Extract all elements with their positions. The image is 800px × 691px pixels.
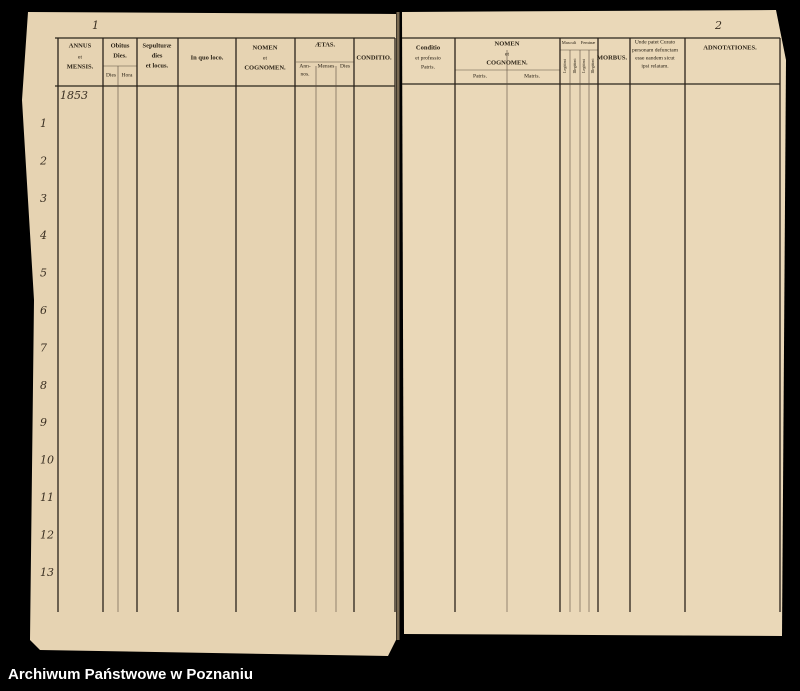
right-paper: [402, 10, 786, 636]
row-number: 5: [40, 267, 47, 280]
row-number: 3: [40, 192, 47, 205]
header: ADNOTATIONES.: [703, 44, 757, 51]
row-number: 12: [40, 528, 54, 541]
header: CONDITIO.: [356, 54, 392, 61]
row-number: 4: [39, 229, 47, 242]
header: Masculi: [562, 40, 577, 45]
header: Illegitimi: [590, 58, 595, 74]
header: MORBUS.: [597, 54, 628, 61]
row-number: 9: [40, 416, 47, 429]
header: et: [505, 51, 509, 57]
row-number: 1: [40, 117, 47, 130]
header: Legitimi: [562, 58, 567, 73]
header: Legitimi: [581, 58, 586, 73]
header: personam defunctam: [632, 46, 679, 53]
row-number: 2: [39, 154, 47, 167]
header: et locus.: [146, 62, 169, 69]
header: esse eandem sicut: [635, 55, 675, 61]
header: Sepulturæ: [143, 42, 172, 49]
header: COGNOMEN.: [486, 59, 528, 66]
footer-caption: Archiwum Państwowe w Poznaniu: [8, 666, 253, 683]
page-number: 1: [92, 19, 99, 32]
header: Dies: [106, 72, 116, 78]
year: 1853: [60, 89, 88, 102]
row-number: 13: [40, 566, 54, 579]
left-paper: [22, 12, 396, 656]
header: Patris.: [421, 64, 436, 70]
header: et professio: [415, 54, 441, 61]
header: MENSIS.: [67, 63, 94, 70]
header: Dies.: [113, 52, 127, 59]
row-number: 11: [40, 491, 54, 504]
header: ANNUS: [69, 42, 92, 49]
row-number: 10: [40, 454, 54, 467]
header: NOMEN: [253, 44, 278, 51]
header: Obitus: [111, 42, 130, 49]
header: ipsi relatam.: [641, 63, 669, 69]
header: Unde patet Curato: [635, 39, 676, 45]
header: NOMEN: [495, 40, 520, 47]
page-number: 2: [714, 19, 722, 32]
row-number: 6: [40, 304, 47, 317]
header: Illegitimi: [572, 58, 577, 74]
row-number: 8: [40, 379, 47, 392]
header: ÆTAS.: [315, 41, 336, 48]
header: et: [263, 55, 267, 61]
header: In quo loco.: [191, 54, 224, 61]
header: Hora: [122, 72, 134, 78]
header: Dies: [340, 63, 350, 69]
row-number: 7: [40, 341, 47, 354]
header: COGNOMEN.: [244, 64, 286, 71]
header: Ann-: [299, 63, 310, 69]
header: et: [78, 54, 82, 60]
header: Menses: [318, 63, 335, 69]
header: nos.: [300, 71, 310, 77]
header: Matris.: [524, 73, 540, 79]
header: Feminæ: [581, 40, 596, 45]
header: Patris.: [473, 73, 488, 79]
header: dies: [152, 52, 163, 59]
ruling: [55, 37, 781, 612]
header: Conditio: [416, 44, 440, 51]
